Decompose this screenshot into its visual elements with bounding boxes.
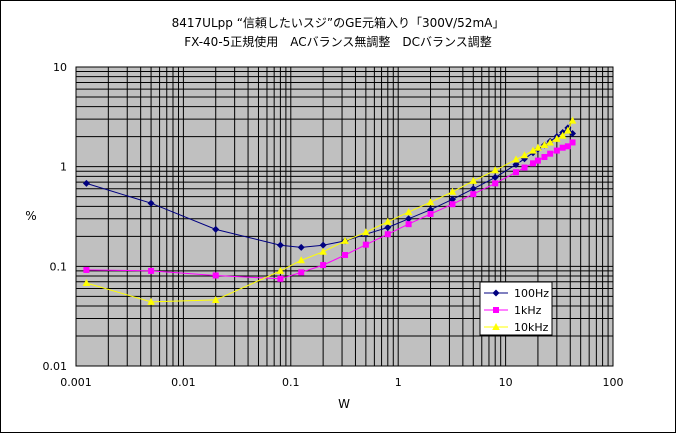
- data-point: [147, 199, 155, 207]
- data-point: [404, 208, 413, 216]
- data-point: [530, 160, 537, 167]
- y-tick-labels: 10 1 0.1 0.01: [43, 61, 68, 373]
- data-point: [448, 195, 456, 203]
- series-10kHz: [82, 116, 577, 305]
- x-tick-label: 1: [395, 376, 402, 389]
- legend-label: 100Hz: [514, 287, 549, 300]
- data-point: [362, 228, 370, 236]
- data-point: [521, 164, 528, 171]
- data-point: [82, 279, 91, 287]
- series-100Hz: [82, 124, 577, 251]
- data-point: [212, 225, 220, 233]
- x-axis-label: W: [338, 397, 350, 411]
- data-point: [83, 266, 90, 273]
- data-point: [520, 151, 529, 159]
- x-tick-label: 0.01: [171, 376, 196, 389]
- data-point: [148, 267, 155, 274]
- legend-label: 10kHz: [514, 321, 549, 334]
- data-point: [469, 176, 478, 184]
- x-tick-labels: 0.001 0.01 0.1 1 10 100: [60, 376, 623, 389]
- data-point: [559, 144, 566, 151]
- data-point: [564, 143, 571, 150]
- data-point: [342, 251, 349, 258]
- data-point: [211, 295, 220, 303]
- data-point: [384, 224, 392, 232]
- data-point: [553, 147, 560, 154]
- data-point: [362, 241, 369, 248]
- data-point: [276, 266, 285, 274]
- data-point: [540, 140, 549, 148]
- data-point: [297, 243, 305, 251]
- data-point: [492, 180, 499, 187]
- data-point: [564, 126, 572, 134]
- data-point: [277, 275, 284, 282]
- data-point: [427, 211, 434, 218]
- x-tick-label: 0.001: [60, 376, 92, 389]
- data-point: [147, 297, 155, 305]
- chart-title: 8417ULpp “信頼したいスジ”のGE元箱入り「300V/52mA」: [172, 15, 505, 30]
- legend-marker: [492, 323, 500, 330]
- data-point: [513, 169, 520, 176]
- x-tick-label: 10: [499, 376, 513, 389]
- data-point: [534, 143, 542, 151]
- data-point: [383, 217, 392, 225]
- data-point: [546, 138, 554, 146]
- data-point: [491, 166, 499, 174]
- data-point: [541, 154, 548, 161]
- data-point: [276, 241, 284, 249]
- x-tick-label: 0.1: [282, 376, 300, 389]
- data-point: [82, 179, 90, 187]
- y-tick-label: 1: [60, 161, 67, 174]
- data-point: [569, 139, 576, 146]
- chart-subtitle: FX-40-5正規使用 ACバランス無調整 DCバランス調整: [184, 34, 492, 49]
- gridlines: [76, 67, 613, 366]
- data-point: [529, 146, 537, 154]
- data-point: [491, 173, 499, 181]
- data-point: [298, 269, 305, 276]
- legend: 100Hz 1kHz 10kHz: [479, 281, 553, 336]
- data-point: [405, 215, 413, 223]
- data-point: [212, 272, 219, 279]
- data-point: [319, 247, 327, 255]
- data-point: [558, 131, 567, 139]
- data-point: [470, 191, 477, 198]
- data-point: [341, 236, 349, 244]
- data-point: [449, 201, 456, 208]
- data-point: [569, 130, 577, 138]
- data-point: [547, 150, 554, 157]
- data-point: [568, 116, 577, 124]
- data-point: [319, 241, 327, 249]
- data-point: [534, 157, 541, 164]
- legend-marker: [492, 289, 500, 297]
- data-point: [297, 256, 306, 264]
- y-axis-label: %: [25, 209, 36, 223]
- data-point: [426, 198, 435, 206]
- y-tick-label: 0.1: [50, 260, 68, 273]
- data-point: [448, 187, 457, 195]
- data-point: [469, 185, 477, 193]
- legend-box: [479, 281, 553, 336]
- data-point: [512, 155, 520, 163]
- series-1kHz: [83, 139, 576, 282]
- data-series: [82, 116, 577, 305]
- y-tick-label: 10: [53, 61, 67, 74]
- legend-marker: [493, 307, 499, 313]
- data-point: [384, 231, 391, 238]
- y-tick-label: 0.01: [43, 360, 68, 373]
- data-point: [553, 134, 561, 142]
- legend-label: 1kHz: [514, 304, 542, 317]
- x-tick-label: 100: [603, 376, 624, 389]
- data-point: [320, 262, 327, 269]
- data-point: [512, 161, 520, 169]
- data-point: [405, 221, 412, 228]
